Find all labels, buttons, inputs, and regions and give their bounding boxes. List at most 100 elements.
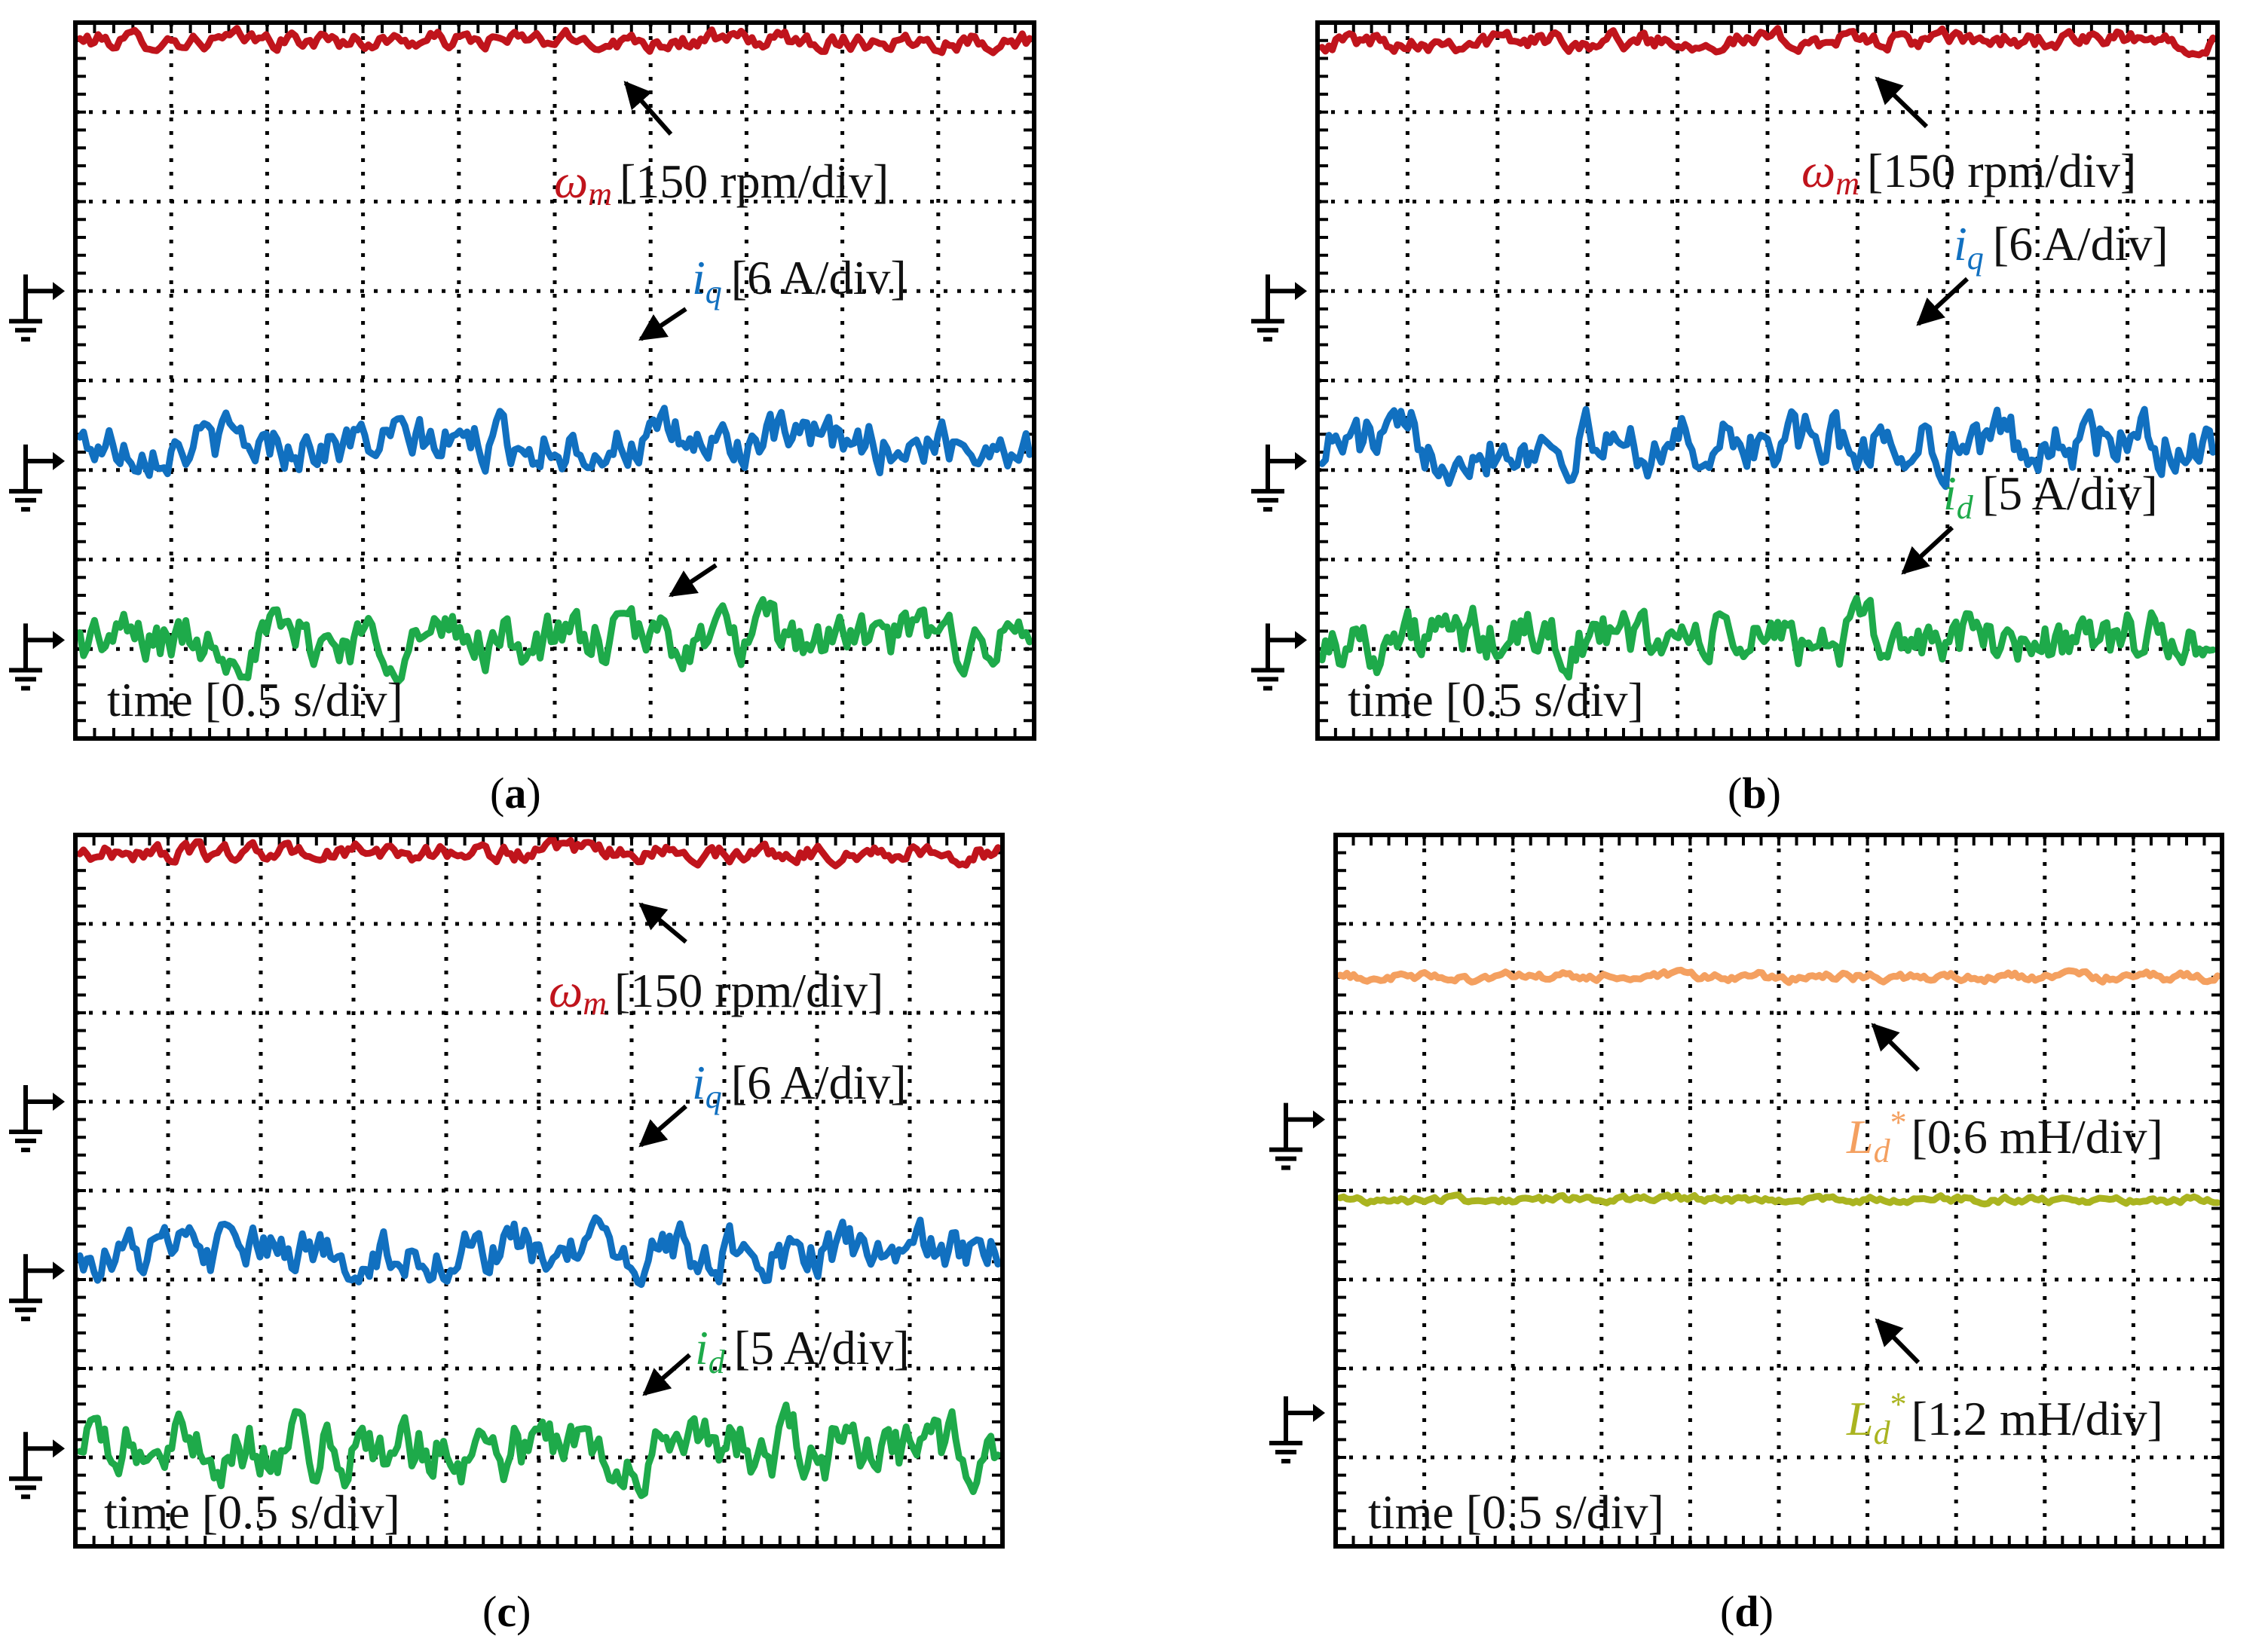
panel-a-iq-scale: [6 A/div] (731, 251, 907, 304)
panel-b-omega-label: ωm [150 rpm/div] (1801, 144, 2136, 202)
panel-b-id-symbol: i (1943, 466, 1957, 520)
panel-d-ld1-arrow (1871, 1023, 1921, 1072)
panel-b-caption-letter: b (1742, 769, 1766, 818)
panel-c-omega-arrow (638, 902, 687, 944)
panel-a-trace-i_d (76, 596, 1033, 686)
panel-a-ground-markers (9, 274, 65, 691)
panel-a-id-arrow (669, 563, 718, 598)
panel-a-caption-letter: a (504, 769, 526, 818)
panel-d-ld2-label: Ld*[1.2 mH/div] (1846, 1386, 2163, 1451)
panel-c-id-arrow (642, 1353, 691, 1396)
panel-d-ld2-superscript: * (1890, 1386, 1907, 1423)
panel-b-omega-symbol: ω (1801, 144, 1835, 197)
panel-d-ld2-symbol: L (1846, 1392, 1874, 1445)
panel-b-ground-0 (1251, 274, 1307, 342)
panel-b-trace-omega_m (1318, 25, 2217, 59)
panel-b-omega-scale: [150 rpm/div] (1867, 144, 2136, 197)
panel-b-id-scale: [5 A/div] (1982, 466, 2158, 520)
panel-a-traces (76, 25, 1033, 686)
panel-c-omega-subscript: m (583, 985, 607, 1022)
panel-d-caption-open: ( (1720, 1587, 1734, 1636)
panel-a-iq-symbol: i (692, 251, 705, 304)
panel-b-iq-symbol: i (1954, 217, 1967, 271)
panel-c-traces (76, 835, 1002, 1500)
panel-d: Ld*[0.6 mH/div] Ld*[1.2 mH/div] time [0.… (1269, 833, 2224, 1636)
panel-d-ld1-scale: [0.6 mH/div] (1911, 1110, 2163, 1164)
panel-b-caption: (b) (1728, 769, 1781, 818)
panel-d-ground-1 (1269, 1396, 1325, 1463)
panel-d-ld2-subscript: d (1874, 1414, 1891, 1451)
panel-c-id-symbol: i (695, 1321, 709, 1374)
panel-b: ωm [150 rpm/div] iq [6 A/div] id [5 A/div] … (1251, 20, 2220, 818)
panel-a-omega-symbol: ω (554, 154, 588, 208)
panel-c-ground-2 (9, 1432, 65, 1500)
panel-c-ground-1 (9, 1254, 65, 1322)
panel-c-omega-scale: [150 rpm/div] (614, 964, 883, 1017)
panel-d-ld1-symbol: L (1846, 1110, 1874, 1164)
panel-d-traces (1336, 966, 2221, 1208)
panel-c-trace-i_q (76, 1214, 1002, 1289)
panel-b-iq-label: iq [6 A/div] (1954, 217, 2169, 277)
panel-d-caption: (d) (1720, 1587, 1774, 1636)
panel-c-caption-open: ( (482, 1587, 497, 1636)
panel-d-trace-L_d_orange (1336, 966, 2221, 986)
panel-c-omega-symbol: ω (549, 964, 583, 1017)
panel-d-ld1-superscript: * (1890, 1104, 1907, 1141)
panel-c-grid (74, 833, 1004, 1548)
panel-c-id-scale: [5 A/div] (734, 1321, 910, 1374)
panel-a-caption-close: ) (526, 769, 540, 818)
panel-c-caption-close: ) (516, 1587, 531, 1636)
panel-c-omega-label: ωm [150 rpm/div] (549, 964, 883, 1022)
panel-d-ld2-scale: [1.2 mH/div] (1911, 1392, 2163, 1445)
panel-a-ground-1 (9, 444, 65, 512)
panel-a-omega-arrow (623, 81, 673, 136)
panel-c-ground-0 (9, 1085, 65, 1152)
panel-b-iq-subscript: q (1967, 240, 1984, 277)
panel-c-iq-scale: [6 A/div] (731, 1056, 907, 1109)
panel-d-trace-L_d_olive (1336, 1191, 2221, 1208)
panel-c-id-label: id [5 A/div] (695, 1321, 910, 1381)
panel-a-omega-label: ωm [150 rpm/div] (554, 154, 889, 213)
panel-c-iq-subscript: q (705, 1078, 722, 1115)
panel-b-omega-subscript: m (1835, 165, 1859, 202)
panel-c-iq-arrow (638, 1104, 687, 1148)
panel-c-caption-letter: c (497, 1587, 516, 1636)
panel-b-ground-1 (1251, 444, 1307, 512)
panel-d-ground-markers (1269, 1102, 1325, 1463)
panel-d-ld1-subscript: d (1874, 1133, 1891, 1170)
panel-c-ground-markers (9, 1085, 65, 1500)
panel-c: ωm [150 rpm/div] iq [6 A/div] id [5 A/div] … (9, 833, 1005, 1636)
panel-d-caption-letter: d (1734, 1587, 1758, 1636)
panel-b-caption-close: ) (1767, 769, 1781, 818)
panel-a-ground-0 (9, 274, 65, 342)
panel-c-caption: (c) (482, 1587, 531, 1636)
panel-d-caption-close: ) (1759, 1587, 1774, 1636)
panel-b-iq-arrow (1916, 277, 1970, 326)
panel-b-traces (1318, 25, 2217, 681)
panel-b-ground-2 (1251, 623, 1307, 691)
panel-b-ground-markers (1251, 274, 1307, 691)
panel-a-omega-scale: [150 rpm/div] (620, 154, 889, 208)
panel-d-ground-0 (1269, 1102, 1325, 1170)
panel-a: ωm [150 rpm/div] iq [6 A/div] time [0.5 s/… (9, 20, 1036, 818)
panel-d-time-label: time [0.5 s/div] (1368, 1485, 1664, 1539)
panel-a-iq-arrow (638, 307, 687, 341)
panel-d-ld2-arrow (1875, 1318, 1921, 1365)
panel-a-trace-omega_m (76, 25, 1033, 57)
panel-a-ground-2 (9, 623, 65, 691)
panel-c-trace-omega_m (76, 835, 1002, 870)
panel-b-trace-i_d (1318, 595, 2217, 681)
panel-c-time-label: time [0.5 s/div] (104, 1485, 400, 1539)
panel-b-id-arrow (1901, 525, 1954, 575)
panel-b-time-label: time [0.5 s/div] (1348, 673, 1644, 726)
panel-a-iq-label: iq [6 A/div] (692, 251, 907, 310)
panel-b-caption-open: ( (1728, 769, 1742, 818)
panel-d-ld1-label: Ld*[0.6 mH/div] (1846, 1104, 2163, 1170)
panel-b-frame (1315, 20, 2220, 741)
panel-c-frame (73, 833, 1005, 1549)
panel-a-iq-subscript: q (705, 274, 722, 310)
panel-b-iq-scale: [6 A/div] (1993, 217, 2169, 271)
panel-a-caption-open: ( (490, 769, 504, 818)
panel-c-iq-symbol: i (692, 1056, 705, 1109)
panel-b-omega-arrow (1875, 76, 1929, 129)
